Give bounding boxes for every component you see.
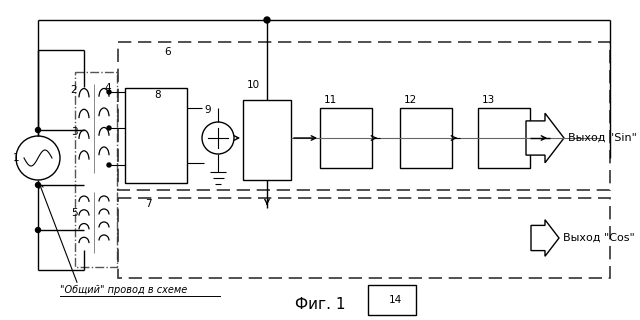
Text: 5: 5: [70, 208, 77, 218]
Bar: [320, 108, 372, 168]
Text: 11: 11: [323, 95, 337, 105]
Bar: [118, 42, 610, 190]
Bar: [478, 108, 530, 168]
Circle shape: [35, 127, 40, 132]
Circle shape: [35, 228, 40, 233]
Bar: [368, 285, 416, 315]
Bar: [75, 72, 117, 267]
Circle shape: [107, 90, 111, 94]
Polygon shape: [526, 113, 564, 163]
Text: Выход "Sin": Выход "Sin": [568, 133, 637, 143]
Text: 4: 4: [105, 83, 111, 93]
Bar: [118, 198, 610, 278]
Text: 6: 6: [164, 47, 172, 57]
Text: 10: 10: [246, 80, 260, 90]
Text: 13: 13: [481, 95, 495, 105]
Text: 14: 14: [388, 295, 402, 305]
Text: 9: 9: [205, 105, 211, 115]
Text: Выход "Cos": Выход "Cos": [563, 233, 635, 243]
Text: 12: 12: [403, 95, 417, 105]
Text: 2: 2: [70, 85, 77, 95]
Text: 3: 3: [70, 127, 77, 137]
Circle shape: [35, 182, 40, 188]
Text: 1: 1: [13, 153, 19, 163]
Bar: [400, 108, 452, 168]
Circle shape: [107, 163, 111, 167]
Polygon shape: [531, 220, 559, 256]
Bar: [243, 100, 291, 180]
Text: "Общий" провод в схеме: "Общий" провод в схеме: [60, 285, 188, 295]
Circle shape: [107, 126, 111, 130]
Circle shape: [264, 17, 270, 23]
Text: Фиг. 1: Фиг. 1: [295, 297, 345, 312]
Text: 7: 7: [145, 199, 151, 209]
Bar: [125, 88, 187, 183]
Text: 8: 8: [155, 90, 161, 100]
